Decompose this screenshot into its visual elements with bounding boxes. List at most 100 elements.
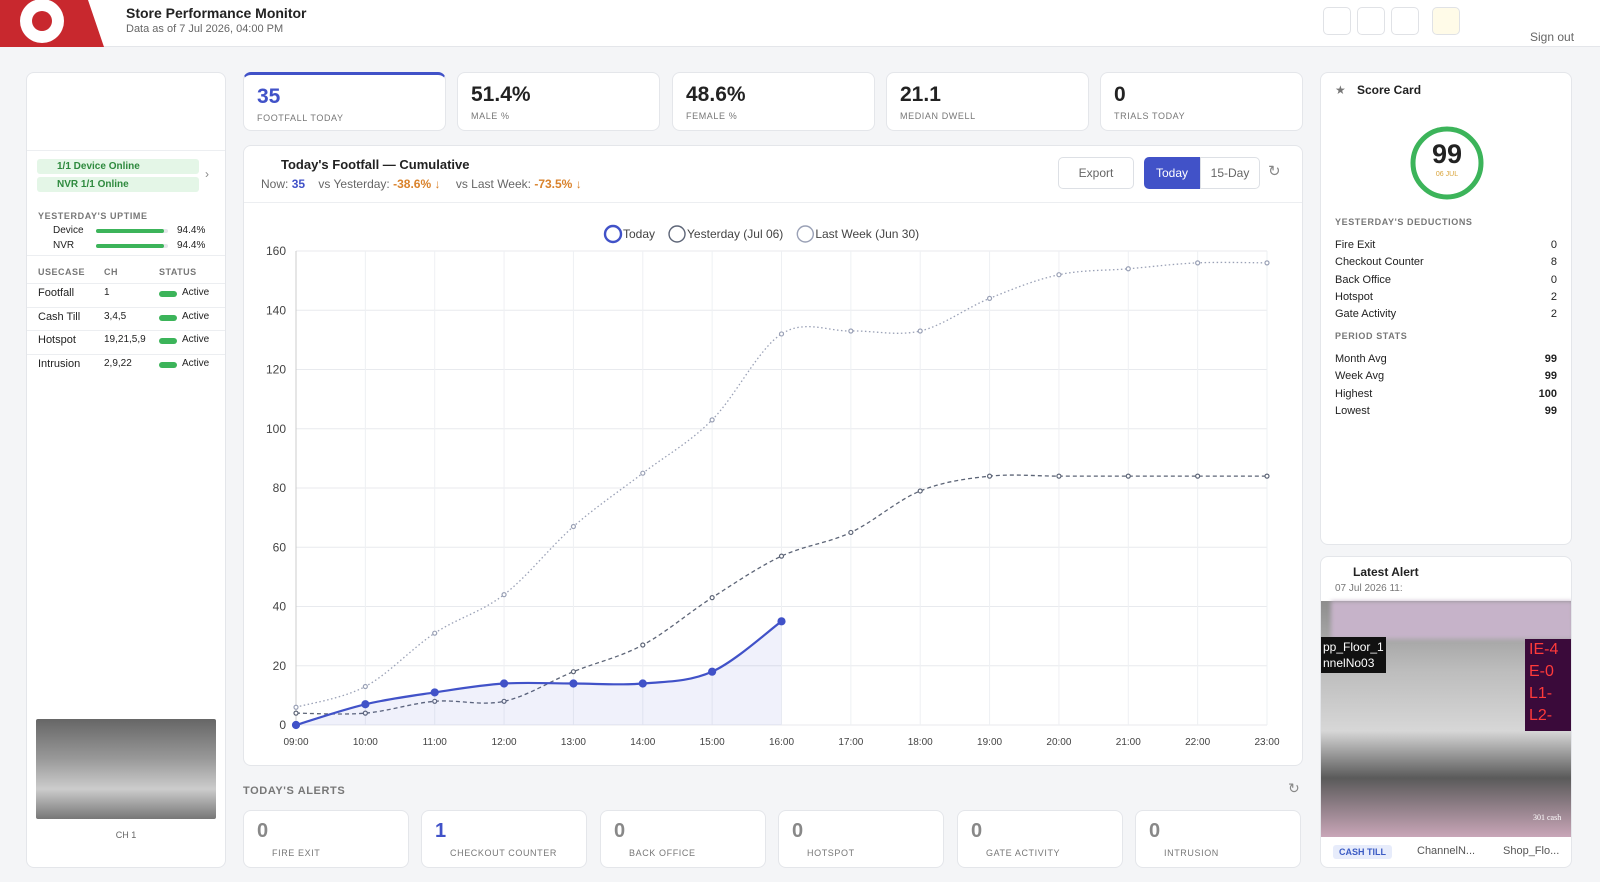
alert-snapshot[interactable]: pp_Floor_1 nnelNo03 IE-4 E-0 L1- L2- 301 cas… <box>1321 601 1571 837</box>
vs-last-week-value: -73.5% <box>534 177 573 191</box>
period-name: Highest <box>1335 387 1373 400</box>
status-text: Active <box>182 334 210 345</box>
settings-button[interactable] <box>1323 7 1351 35</box>
x-tick-label: 16:00 <box>769 737 794 748</box>
point <box>362 683 368 690</box>
x-tick-label: 14:00 <box>630 737 655 748</box>
y-tick-label: 40 <box>273 600 287 614</box>
alert-card[interactable]: 0 HOTSPOT <box>778 810 944 868</box>
alert-card[interactable]: 1 CHECKOUT COUNTER <box>421 810 587 868</box>
y-tick-label: 100 <box>266 422 286 436</box>
kpi-card[interactable]: 21.1 MEDIAN DWELL <box>886 72 1089 131</box>
kpi-value: 48.6% <box>686 83 746 106</box>
vs-yesterday-value: -38.6% <box>393 177 432 191</box>
divider <box>27 255 225 256</box>
x-tick-label: 23:00 <box>1254 737 1279 748</box>
area <box>296 621 782 725</box>
point <box>777 617 786 626</box>
refresh-button[interactable]: ↻ <box>1268 163 1281 180</box>
point <box>361 700 370 709</box>
point <box>917 488 923 494</box>
alert-card[interactable]: 0 FIRE EXIT <box>243 810 409 868</box>
point <box>362 710 368 716</box>
kpi-card[interactable]: 51.4% MALE % <box>457 72 660 131</box>
export-button[interactable]: Export <box>1058 157 1134 189</box>
kpi-card[interactable]: 48.6% FEMALE % <box>672 72 875 131</box>
sign-out[interactable]: Sign out <box>1530 30 1575 44</box>
today-button[interactable]: Today <box>1144 157 1200 189</box>
x-tick-label: 18:00 <box>908 737 933 748</box>
comparison-line: Now: 35 vs Yesterday: -38.6% ↓ vs Last W… <box>261 177 582 191</box>
legend-label[interactable]: Today <box>623 227 655 241</box>
uptime-title: YESTERDAY'S UPTIME <box>38 211 148 221</box>
usecase-cell: Footfall <box>38 287 75 299</box>
deduction-value: 0 <box>1550 239 1557 251</box>
kpi-label: TRIALS TODAY <box>1114 111 1186 121</box>
alert-card[interactable]: 0 BACK OFFICE <box>600 810 766 868</box>
legend-label[interactable]: Yesterday (Jul 06) <box>687 227 783 241</box>
vs-last-week-label: vs Last Week: <box>455 177 531 191</box>
alerts-refresh[interactable]: ↻ <box>1288 780 1300 796</box>
x-tick-label: 17:00 <box>838 737 863 748</box>
alert-card[interactable]: 0 GATE ACTIVITY <box>957 810 1123 868</box>
kpi-value: 51.4% <box>471 83 531 106</box>
15-day-button[interactable]: 15-Day <box>1200 157 1260 189</box>
point <box>778 553 785 559</box>
divider <box>244 202 1302 203</box>
deduction-name: Back Office <box>1335 273 1392 286</box>
x-tick-label: 09:00 <box>283 737 308 748</box>
point <box>432 630 438 636</box>
kpi-card[interactable]: 0 TRIALS TODAY <box>1100 72 1303 131</box>
alert-label: HOTSPOT <box>807 848 855 858</box>
camera-placeholder <box>27 73 225 151</box>
mail-button[interactable] <box>1357 7 1385 35</box>
period-title: PERIOD STATS <box>1335 331 1408 341</box>
point <box>291 720 301 730</box>
legend-label[interactable]: Last Week (Jun 30) <box>815 227 919 241</box>
period-value: 99 <box>1544 353 1557 365</box>
uptime-value: 94.4% <box>177 225 206 236</box>
score-card-title: Score Card <box>1357 83 1422 97</box>
period-value: 99 <box>1544 404 1557 417</box>
point <box>499 679 509 688</box>
camera-thumbnail[interactable] <box>36 719 216 819</box>
y-tick-label: 20 <box>273 659 287 673</box>
period-name: Lowest <box>1335 404 1370 417</box>
info-button[interactable] <box>1391 7 1419 35</box>
usecase-cell: Intrusion <box>38 357 81 370</box>
status-badge: NVR 1/1 Online <box>37 177 199 192</box>
y-tick-label: 160 <box>266 244 286 258</box>
status-text: Active <box>182 357 210 369</box>
deduction-name: Checkout Counter <box>1335 256 1424 269</box>
alert-card[interactable]: 0 INTRUSION <box>1135 810 1301 868</box>
theme-button[interactable] <box>1432 7 1460 35</box>
legend-swatch[interactable] <box>668 225 686 243</box>
period-name: Month Avg <box>1335 353 1387 365</box>
row-divider <box>27 306 225 308</box>
uptime-value: 94.4% <box>177 240 206 251</box>
kpi-value: 35 <box>257 85 281 108</box>
alert-count: 0 <box>614 820 626 842</box>
kpi-card[interactable]: 35 FOOTFALL TODAY <box>243 72 446 131</box>
uptime-name: NVR <box>53 240 75 251</box>
point <box>1264 260 1270 266</box>
legend-swatch[interactable] <box>796 225 815 243</box>
point <box>1264 473 1270 479</box>
point <box>709 417 715 423</box>
latest-alert: Latest Alert 07 Jul 2026 11: pp_Floor_1 n… <box>1320 556 1572 868</box>
x-tick-label: 20:00 <box>1046 737 1071 748</box>
kpi-label: MEDIAN DWELL <box>900 111 976 121</box>
logo <box>0 0 104 47</box>
legend-swatch[interactable] <box>603 224 623 244</box>
kpi-value: 21.1 <box>900 83 941 106</box>
alert-count: 0 <box>1149 820 1161 842</box>
deduction-value: 2 <box>1550 290 1557 303</box>
kpi-value: 0 <box>1114 83 1126 106</box>
overlay-right: IE-4 E-0 L1- L2- <box>1525 639 1571 731</box>
deduction-name: Fire Exit <box>1335 239 1376 251</box>
point <box>1125 266 1131 272</box>
uptime-bar <box>96 229 164 233</box>
point <box>430 688 439 697</box>
point <box>501 698 507 704</box>
